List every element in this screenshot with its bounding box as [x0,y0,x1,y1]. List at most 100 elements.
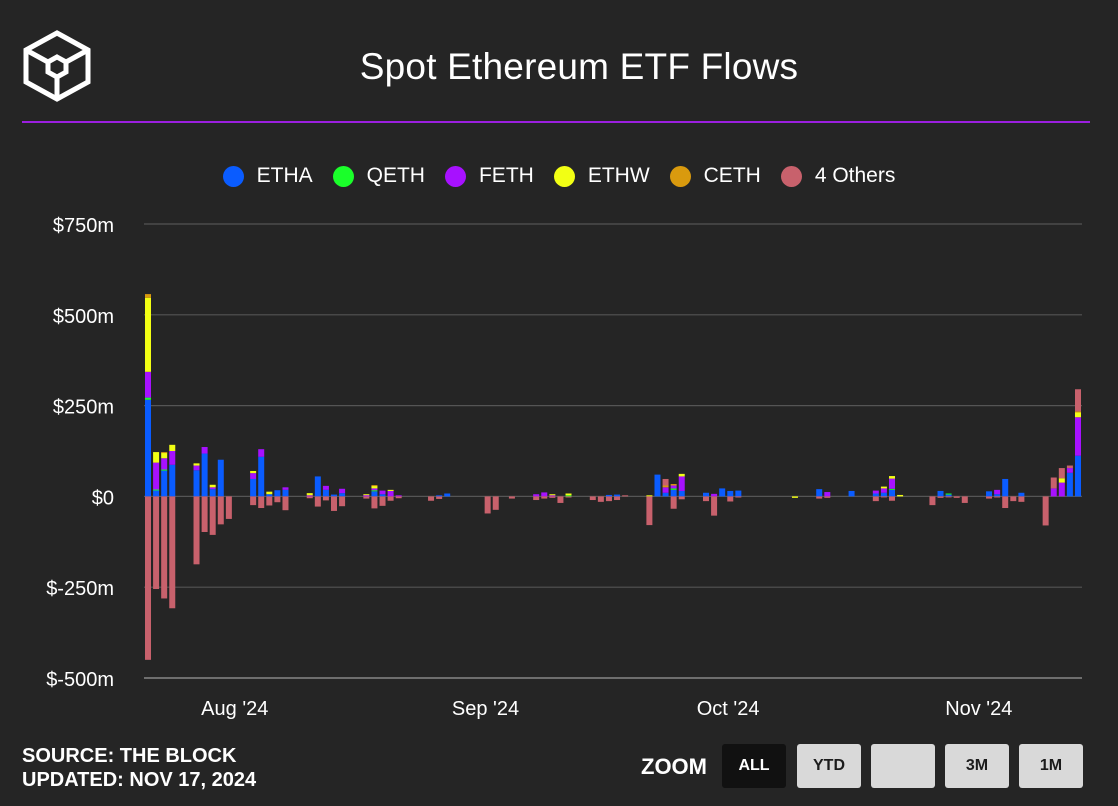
y-tick-label: $500m [53,306,114,328]
bar-segment-etha [153,490,160,497]
bar-segment-feth [209,487,216,490]
bar-segment-ceth [670,484,677,486]
bar-segment-ethw [646,495,653,497]
bar-segment-feth [371,488,378,491]
bar-segment-4-others [371,496,378,509]
bar-segment-4-others [193,496,200,565]
bar-segment-4-others [1066,465,1073,469]
legend-item-ceth[interactable]: CETH [669,164,761,188]
bar-segment-4-others [953,496,960,498]
bar-segment-feth [250,473,257,479]
bar-segment-4-others [880,496,887,498]
bar-segment-4-others [1058,468,1065,479]
bar-segment-4-others [622,495,629,497]
bar-segment-4-others [306,496,313,499]
bar-segment-etha [816,489,823,497]
bar-segment-ceth [145,294,151,298]
bar-segment-feth [306,495,313,497]
bar-segment-etha [145,399,151,497]
bar-segment-4-others [549,496,556,498]
bar-segment-4-others [217,496,224,525]
zoom-1m-button[interactable]: 1M [1019,744,1083,788]
the-block-logo-icon [23,30,91,102]
bar-segment-ethw [371,485,378,489]
legend-item-others[interactable]: 4 Others [780,164,896,188]
bar-segment-feth [994,489,1001,495]
bar-segment-4-others [387,496,394,501]
bar-segment-4-others [735,496,742,498]
legend-label: 4 Others [814,164,896,187]
bar-segment-ceth [371,485,378,487]
bar-segment-ethw [387,489,394,491]
legend-item-feth[interactable]: FETH [444,164,534,188]
legend-item-qeth[interactable]: QETH [332,164,425,188]
bar-segment-4-others [258,496,265,509]
legend-item-etha[interactable]: ETHA [222,164,313,188]
bar-segment-etha [703,492,709,497]
legend-item-ethw[interactable]: ETHW [553,164,650,188]
bar-segment-4-others [945,496,952,498]
bar-segment-etha [605,494,612,497]
bar-segment-4-others [678,496,685,500]
bar-segment-feth [549,495,556,497]
bar-segment-4-others [1075,389,1081,412]
bar-segment-etha [1018,492,1025,497]
bar-segment-ethw [145,297,151,372]
y-tick-label: $-250m [46,578,114,600]
bar-segment-etha [331,494,337,497]
bar-segment-ethw [169,444,176,451]
bar-segment-etha [161,470,168,497]
y-tick-label: $-500m [46,669,114,691]
bar-segment-feth [1058,482,1065,497]
bar-segment-etha [322,489,329,497]
zoom-label: ZOOM [641,754,707,779]
zoom-3m-button[interactable]: 3M [945,744,1009,788]
bar-segment-4-others [605,496,612,502]
legend-dot-icon [669,165,691,187]
zoom-all-button[interactable]: ALL [722,744,786,788]
bar-segment-ethw [549,494,556,496]
bar-segment-feth [662,487,669,493]
bar-segment-etha [444,493,451,497]
bar-segment-etha [339,493,346,497]
bar-segment-etha [436,495,443,497]
bar-segment-etha [169,464,176,497]
bar-segment-ethw [889,476,895,479]
legend-dot-icon [332,165,354,187]
bar-segment-4-others [484,496,491,514]
legend-dot-icon [780,165,802,187]
bar-segment-4-others [492,496,499,510]
bar-segment-4-others [565,496,572,498]
x-tick-label: Sep '24 [452,698,519,720]
chart-title: Spot Ethereum ETF Flows [359,46,799,87]
bar-segment-feth [880,488,887,493]
bar-segment-4-others [1002,496,1009,509]
bar-segment-etha [201,453,208,497]
bar-segment-ethw [363,494,370,496]
bar-segment-4-others [711,496,718,516]
bar-segment-etha [282,489,289,497]
zoom-ytd-button[interactable]: YTD [797,744,861,788]
bar-segment-qeth [670,488,677,490]
bar-segment-ethw [306,493,313,496]
bar-segment-qeth [945,493,952,495]
bar-segment-etha [937,490,944,497]
chart-footer: SOURCE: THE BLOCK UPDATED: NOV 17, 2024 [22,744,256,792]
bar-segment-etha [1002,478,1009,497]
bar-segment-etha [670,489,677,497]
bar-segment-4-others [557,496,564,503]
bar-segment-etha [735,490,742,497]
bar-segment-ethw [880,486,887,489]
bar-segment-feth [533,494,540,497]
zoom-blank-button[interactable] [871,744,935,788]
bar-segment-4-others [161,496,168,599]
x-tick-label: Aug '24 [201,698,268,720]
bar-segment-4-others [889,496,895,501]
bar-segment-4-others [145,496,151,660]
bar-segment-4-others [533,496,540,501]
bar-segment-ethw [1075,412,1081,418]
legend-label: ETHW [587,164,650,187]
y-tick-label: $250m [53,397,114,419]
bar-segment-feth [541,492,548,497]
bar-segment-4-others [339,496,346,507]
